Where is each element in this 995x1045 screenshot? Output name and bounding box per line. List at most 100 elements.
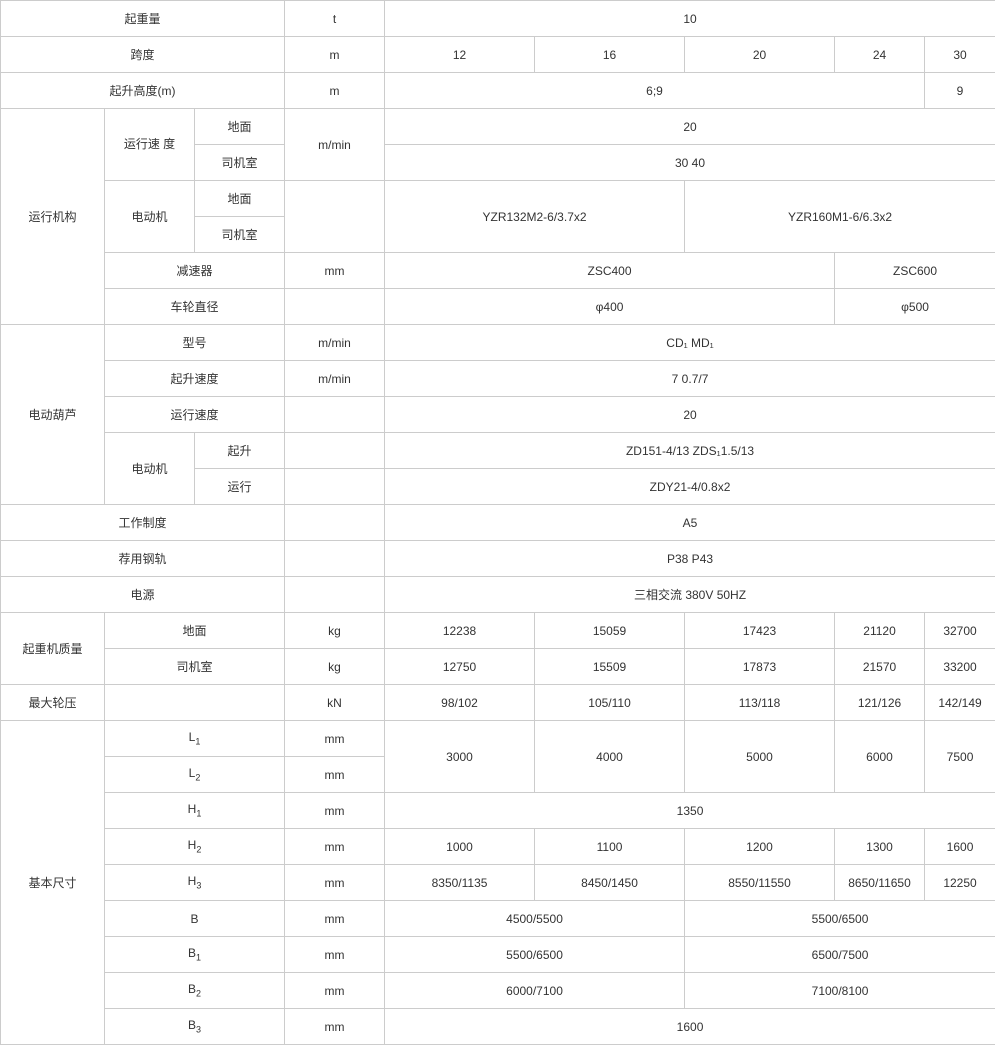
unit: m [285,73,385,109]
label-b: B [105,901,285,937]
label-h1: H1 [105,793,285,829]
unit [285,505,385,541]
val: ZDY21-4/0.8x2 [385,469,995,505]
unit: mm [285,829,385,865]
unit: mm [285,253,385,289]
val: 1600 [925,829,995,865]
unit: m/min [285,109,385,181]
val: 30 40 [385,145,995,181]
unit: t [285,1,385,37]
val: 32700 [925,613,995,649]
unit: mm [285,865,385,901]
val: 12250 [925,865,995,901]
row-run-speed: 运行速度 [105,397,285,433]
unit [285,397,385,433]
label [105,685,285,721]
val: φ500 [835,289,995,325]
val: 16 [535,37,685,73]
row-power: 电源 [1,577,285,613]
row-lift-cap: 起重量 [1,1,285,37]
val: 21120 [835,613,925,649]
val: ZSC600 [835,253,995,289]
label-l2: L2 [105,757,285,793]
row-travel-speed: 运行速 度 [105,109,195,181]
val: 7500 [925,721,995,793]
unit: kg [285,613,385,649]
val: YZR132M2-6/3.7x2 [385,181,685,253]
val: 142/149 [925,685,995,721]
unit [285,577,385,613]
val: 15509 [535,649,685,685]
val: P38 P43 [385,541,995,577]
label: 司机室 [105,649,285,685]
val: 33200 [925,649,995,685]
row-maxwheel: 最大轮压 [1,685,105,721]
val: 5500/6500 [385,937,685,973]
unit [285,541,385,577]
val: 1350 [385,793,995,829]
row-wheel: 车轮直径 [105,289,285,325]
val: 4000 [535,721,685,793]
label-h3: H3 [105,865,285,901]
unit: kN [285,685,385,721]
val: 17423 [685,613,835,649]
label-b2: B2 [105,973,285,1009]
val: 6000/7100 [385,973,685,1009]
row-duty: 工作制度 [1,505,285,541]
unit: m/min [285,361,385,397]
row-motor: 电动机 [105,181,195,253]
val: 10 [385,1,995,37]
val: φ400 [385,289,835,325]
unit: m [285,37,385,73]
val: A5 [385,505,995,541]
label-h2: H2 [105,829,285,865]
unit: mm [285,757,385,793]
val: 5000 [685,721,835,793]
row-reducer: 减速器 [105,253,285,289]
val: 105/110 [535,685,685,721]
val: 20 [685,37,835,73]
row-hoist: 电动葫芦 [1,325,105,505]
val: 20 [385,109,995,145]
label-l1: L1 [105,721,285,757]
val: 8550/11550 [685,865,835,901]
val: 8350/1135 [385,865,535,901]
row-rail: 荐用钢轨 [1,541,285,577]
val: 6000 [835,721,925,793]
unit [285,433,385,469]
unit: mm [285,793,385,829]
row-model: 型号 [105,325,285,361]
val: 7 0.7/7 [385,361,995,397]
val: 1300 [835,829,925,865]
val: 12750 [385,649,535,685]
val: 1200 [685,829,835,865]
row-dims: 基本尺寸 [1,721,105,1045]
label-b1: B1 [105,937,285,973]
unit [285,289,385,325]
row-mass: 起重机质量 [1,613,105,685]
val: 24 [835,37,925,73]
val: YZR160M1-6/6.3x2 [685,181,995,253]
label: 地面 [105,613,285,649]
unit [285,469,385,505]
val: 30 [925,37,995,73]
val: 12238 [385,613,535,649]
row-lift-speed: 起升速度 [105,361,285,397]
label-b3: B3 [105,1009,285,1045]
val: 三相交流 380V 50HZ [385,577,995,613]
unit: mm [285,901,385,937]
row-travel-mech: 运行机构 [1,109,105,325]
val: 17873 [685,649,835,685]
val: 1100 [535,829,685,865]
val: 7100/8100 [685,973,995,1009]
val: 121/126 [835,685,925,721]
unit: mm [285,973,385,1009]
label: 地面 [195,109,285,145]
val: 15059 [535,613,685,649]
val: ZD151-4/13 ZDS₁1.5/13 [385,433,995,469]
val: 21570 [835,649,925,685]
val: 20 [385,397,995,433]
val: 113/118 [685,685,835,721]
label: 司机室 [195,145,285,181]
val: 4500/5500 [385,901,685,937]
